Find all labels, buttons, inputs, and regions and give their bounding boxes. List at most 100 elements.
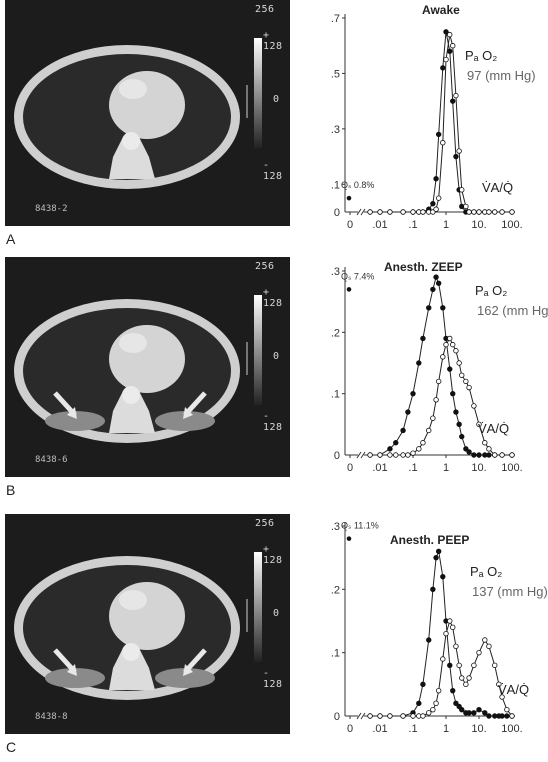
- ventilation-point: [450, 624, 456, 631]
- ventilation-point: [450, 341, 456, 348]
- perfusion-point: [426, 637, 432, 643]
- pao2-label: Pₐ O₂: [470, 564, 502, 579]
- pao2-label: Pₐ O₂: [465, 48, 497, 63]
- ventilation-point: [499, 452, 505, 458]
- chart-svg: .1 .3 .5 .7 00 .01 .1 1 10. 100. Qₛ 0.8% Awake Pₐ O₂…: [331, 3, 536, 231]
- perfusion-point: [393, 440, 399, 446]
- shunt-label: Qₛ 0.8%: [341, 180, 374, 190]
- y-tick-label: .3: [331, 266, 340, 278]
- chart-title: Anesth. ZEEP: [384, 260, 463, 274]
- x-tick-label: .1: [408, 462, 417, 474]
- ventilation-point: [463, 378, 469, 385]
- y-zero-label: 0: [334, 450, 340, 462]
- perfusion-point: [459, 433, 465, 440]
- ventilation-point: [471, 403, 477, 409]
- pao2-value: 162 (mm Hg): [477, 303, 548, 318]
- perfusion-point: [433, 554, 439, 561]
- scale-high-label: + 128: [263, 544, 283, 566]
- perfusion-point: [450, 687, 456, 694]
- x-tick-label: 10.: [471, 723, 486, 735]
- left-arrowhead-icon: [67, 407, 77, 419]
- axis-break-2: [360, 208, 366, 216]
- shunt-point: [346, 195, 352, 201]
- y-tick-label: .1: [331, 179, 340, 191]
- scale-low-label: - 128: [263, 411, 283, 433]
- perfusion-point: [433, 274, 439, 280]
- va-q-chart: .1 .2 .3 0 0 .01 .1 1 10. 100. Qₛ 7.4% Anesth. ZEEP…: [300, 257, 548, 505]
- panel-letter: B: [6, 482, 16, 498]
- ventilation-point: [456, 148, 462, 154]
- ventilation-point: [430, 706, 436, 713]
- perfusion-point: [443, 29, 449, 35]
- scale-high-label: + 128: [263, 287, 283, 309]
- ct-scan-image: 256 + 128 0 - 128 8438-2: [5, 0, 290, 226]
- ventilation-point: [499, 209, 505, 215]
- left-atelectasis: [45, 411, 105, 431]
- ventilation-point: [435, 378, 442, 385]
- ct-scan-graphic: [14, 38, 262, 189]
- pao2-label: Pₐ O₂: [475, 283, 507, 298]
- perfusion-point: [430, 200, 436, 207]
- ventilation-point: [393, 452, 399, 458]
- ventilation-point: [400, 713, 406, 719]
- perfusion-point: [447, 366, 453, 372]
- scale-mid-label: 0: [273, 351, 280, 362]
- perfusion-point: [476, 452, 482, 458]
- x-tick-label: .01: [372, 219, 387, 231]
- x-axis-label: V̇A/Q̇: [498, 682, 529, 697]
- ventilation-point: [410, 713, 416, 719]
- panel-letter: A: [6, 231, 16, 247]
- perfusion-point: [486, 713, 492, 719]
- pao2-value: 137 (mm Hg): [472, 584, 548, 599]
- heart-shape: [109, 582, 185, 650]
- y-tick-label: .2: [331, 327, 340, 339]
- axis-break-2: [360, 451, 366, 459]
- aorta-shape: [119, 333, 147, 353]
- ventilation-point: [486, 446, 492, 452]
- axis-break-1: [356, 712, 362, 720]
- spine-shape: [109, 648, 155, 690]
- vertebra-shape: [122, 643, 140, 661]
- ventilation-point: [459, 372, 465, 378]
- shunt-point: [346, 287, 352, 292]
- panel-letter: C: [6, 739, 17, 755]
- ct-id-label: 8438-6: [35, 455, 68, 465]
- right-atelectasis: [155, 668, 215, 688]
- y-tick-label: .1: [331, 389, 340, 401]
- scale-low-label: - 128: [263, 668, 283, 690]
- ct-id-label: 8438-8: [35, 712, 68, 722]
- ventilation-point: [420, 209, 426, 215]
- ventilation-point: [453, 92, 459, 99]
- ventilation-point: [496, 681, 502, 688]
- right-arrowhead-icon: [183, 407, 193, 419]
- x-tick-label: 10.: [471, 219, 486, 231]
- perfusion-point: [459, 706, 465, 713]
- panel-b: 256 + 128 0- 128 8438-6 B .1.2.3 0 0.01.1 1 10. 10…: [0, 257, 548, 505]
- x-tick-label: 0: [347, 219, 353, 231]
- ventilation-point: [486, 643, 492, 650]
- ventilation-point: [426, 710, 432, 716]
- perfusion-point: [400, 427, 406, 434]
- ventilation-point: [459, 187, 465, 193]
- perfusion-point: [466, 449, 472, 455]
- ct-top-label: 256: [255, 261, 275, 272]
- ventilation-point: [476, 209, 482, 215]
- perfusion-point: [426, 305, 432, 311]
- aorta-shape: [119, 79, 147, 99]
- x-axis-label: V̇A/Q̇: [482, 180, 513, 195]
- ventilation-point: [509, 452, 515, 458]
- ventilation-point: [450, 43, 456, 49]
- ventilation-point: [440, 140, 446, 146]
- shunt-label: Qₛ 11.1%: [341, 521, 379, 531]
- ventilation-point: [504, 706, 510, 713]
- perfusion-point: [463, 446, 469, 452]
- perfusion-point: [456, 421, 462, 428]
- perfusion-point: [416, 360, 422, 366]
- ventilation-point: [459, 675, 465, 681]
- perfusion-point: [440, 305, 446, 311]
- ventilation-point: [509, 209, 515, 215]
- ventilation-point: [400, 209, 406, 215]
- pao2-value: 97 (mm Hg): [467, 68, 536, 83]
- ventilation-point: [471, 662, 477, 669]
- ventilation-point: [387, 713, 393, 719]
